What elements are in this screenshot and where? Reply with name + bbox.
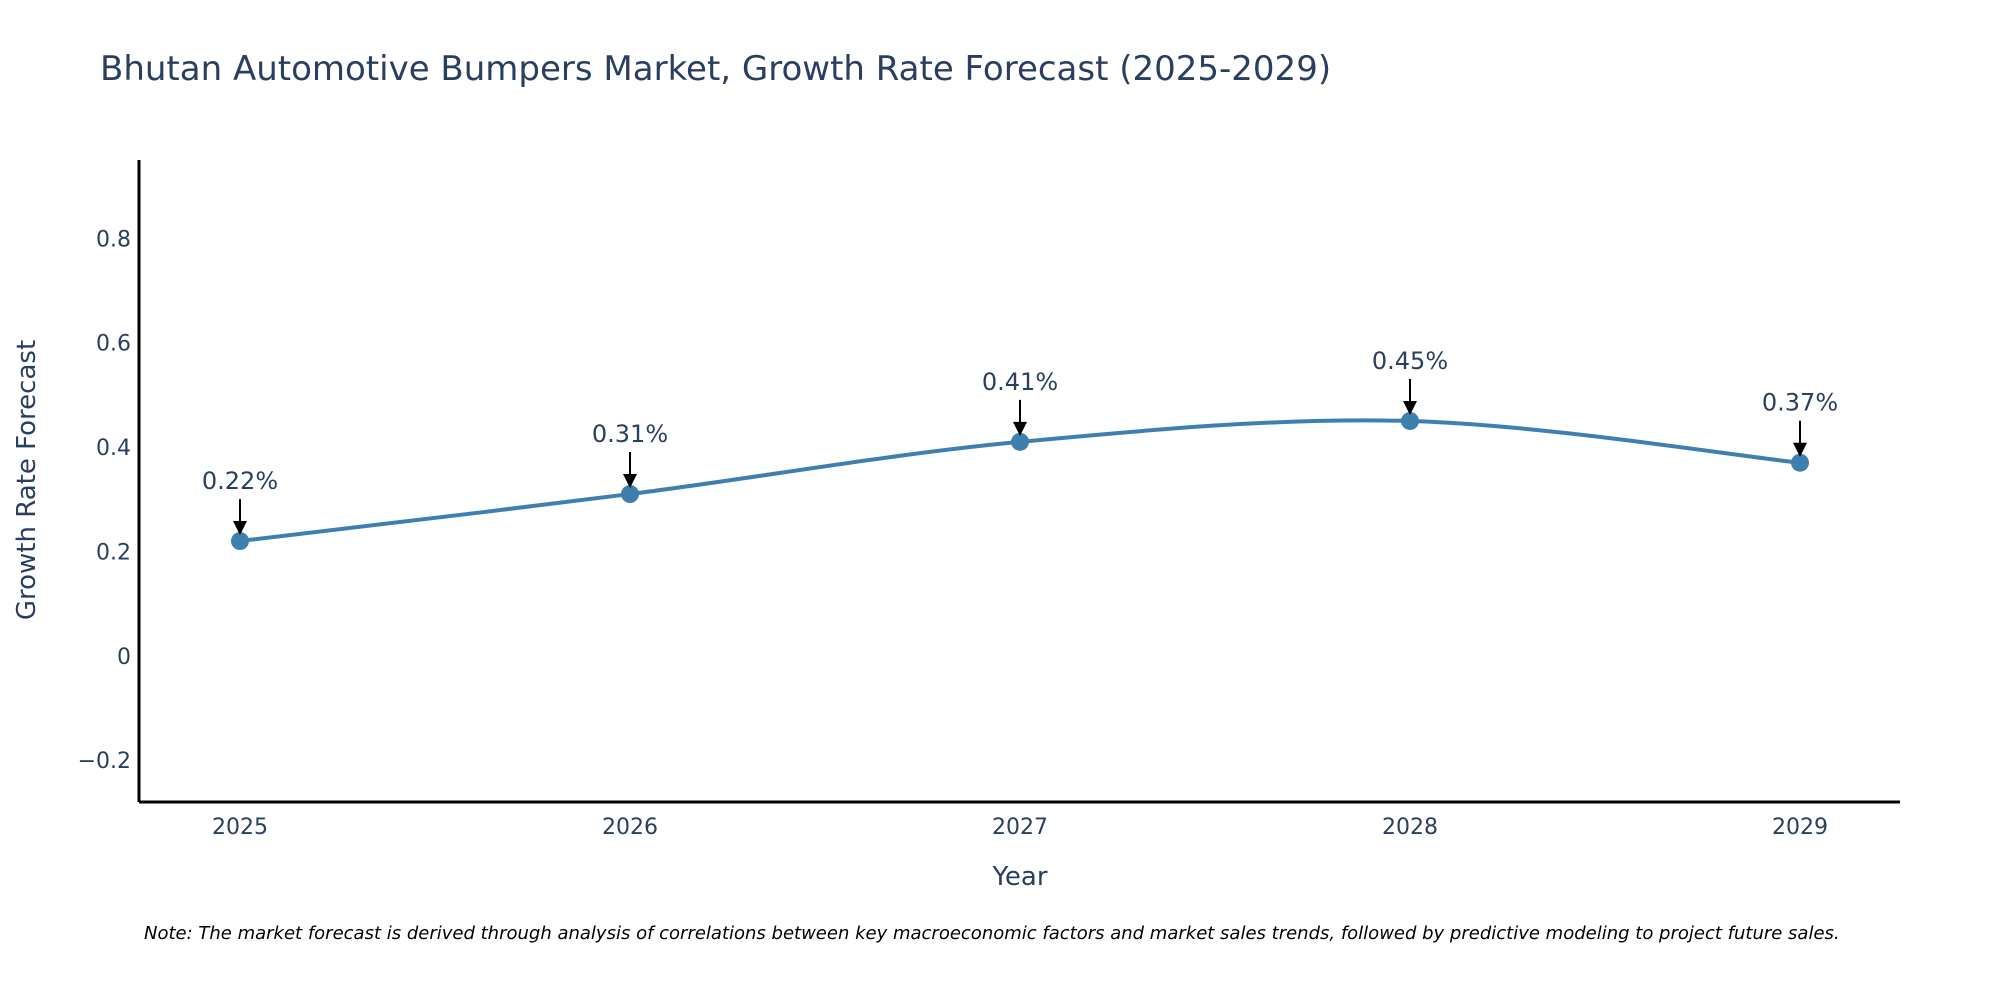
annotation-arrow-head xyxy=(1793,442,1807,457)
footnote: Note: The market forecast is derived thr… xyxy=(144,923,1840,944)
annotation-label: 0.45% xyxy=(1372,347,1448,375)
annotation-label: 0.41% xyxy=(982,368,1058,396)
x-tick-label: 2025 xyxy=(212,815,268,840)
data-point-2025 xyxy=(231,532,249,551)
y-tick-label: 0.6 xyxy=(96,332,131,357)
series-markers xyxy=(231,411,1809,551)
x-tick-label: 2029 xyxy=(1772,815,1828,840)
annotation-label: 0.22% xyxy=(202,467,278,495)
data-point-2026 xyxy=(621,485,639,504)
y-tick-label: 0.4 xyxy=(96,436,131,461)
y-tick-label: −0.2 xyxy=(78,749,131,774)
y-axis-title: Growth Rate Forecast xyxy=(12,340,42,620)
chart-title: Bhutan Automotive Bumpers Market, Growth… xyxy=(100,49,1331,89)
x-axis-ticks: 2025 2026 2027 2028 2029 xyxy=(212,815,1828,840)
data-annotations: 0.22% 0.31% 0.41% 0.45% 0.37% xyxy=(202,347,1838,536)
y-tick-label: 0.8 xyxy=(96,227,131,252)
data-point-2028 xyxy=(1401,411,1419,430)
x-tick-label: 2027 xyxy=(992,815,1048,840)
x-tick-label: 2028 xyxy=(1382,815,1438,840)
annotation-arrow-head xyxy=(1013,421,1027,436)
annotation-arrow-head xyxy=(233,521,247,536)
y-tick-label: 0.2 xyxy=(96,540,131,565)
x-axis-title: Year xyxy=(991,862,1047,892)
data-point-2029 xyxy=(1791,453,1809,472)
y-axis-ticks: −0.2 0 0.2 0.4 0.6 0.8 xyxy=(78,227,131,774)
annotation-arrow-head xyxy=(1403,400,1417,415)
data-point-2027 xyxy=(1011,432,1029,451)
y-tick-label: 0 xyxy=(117,645,131,670)
annotation-arrow-head xyxy=(623,474,637,489)
annotation-label: 0.37% xyxy=(1762,389,1838,417)
annotation-label: 0.31% xyxy=(592,420,668,448)
x-tick-label: 2026 xyxy=(602,815,658,840)
